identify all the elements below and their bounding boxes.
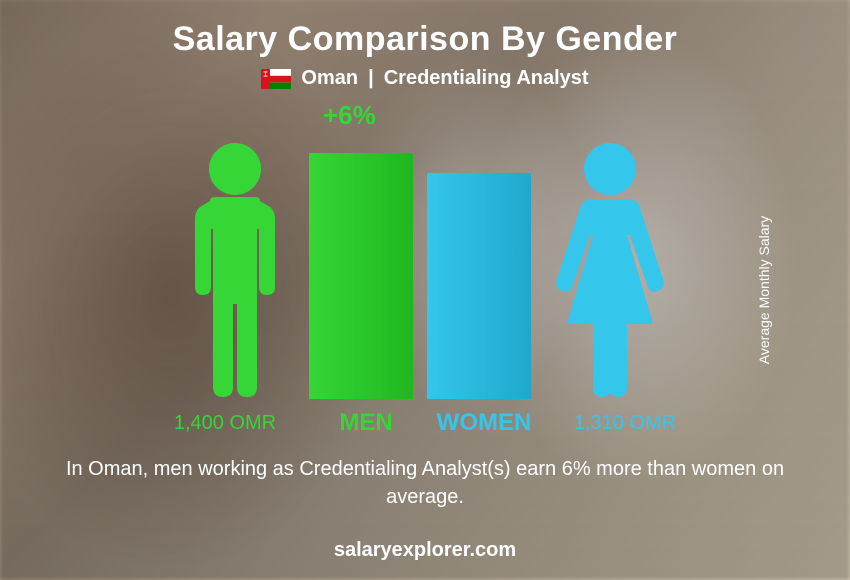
summary-text: In Oman, men working as Credentialing An… bbox=[0, 455, 850, 511]
men-icon-col bbox=[175, 119, 295, 399]
woman-icon bbox=[545, 119, 675, 399]
page-title: Salary Comparison By Gender bbox=[173, 20, 678, 59]
site-credit: salaryexplorer.com bbox=[334, 539, 516, 562]
men-bar bbox=[309, 153, 413, 399]
labels-row: 1,400 OMR MEN WOMEN 1,310 OMR bbox=[0, 409, 850, 437]
man-icon bbox=[175, 119, 295, 399]
women-label: WOMEN bbox=[432, 409, 536, 437]
women-salary: 1,310 OMR bbox=[550, 412, 700, 435]
subtitle-row: Oman | Credentialing Analyst bbox=[261, 67, 588, 90]
subtitle-separator: | bbox=[368, 67, 374, 90]
delta-label: +6% bbox=[323, 100, 376, 131]
chart-area: +6% bbox=[0, 100, 850, 399]
subtitle-country: Oman bbox=[301, 67, 358, 90]
men-salary: 1,400 OMR bbox=[150, 412, 300, 435]
men-label: MEN bbox=[314, 409, 418, 437]
infographic-container: Salary Comparison By Gender Oman | Crede… bbox=[0, 0, 850, 580]
y-axis-label: Average Monthly Salary bbox=[756, 216, 772, 364]
women-bar bbox=[427, 173, 531, 399]
women-icon-col bbox=[545, 119, 675, 399]
oman-flag-icon bbox=[261, 69, 291, 89]
subtitle-job: Credentialing Analyst bbox=[384, 67, 589, 90]
men-bar-col bbox=[309, 153, 413, 399]
women-bar-col bbox=[427, 173, 531, 399]
